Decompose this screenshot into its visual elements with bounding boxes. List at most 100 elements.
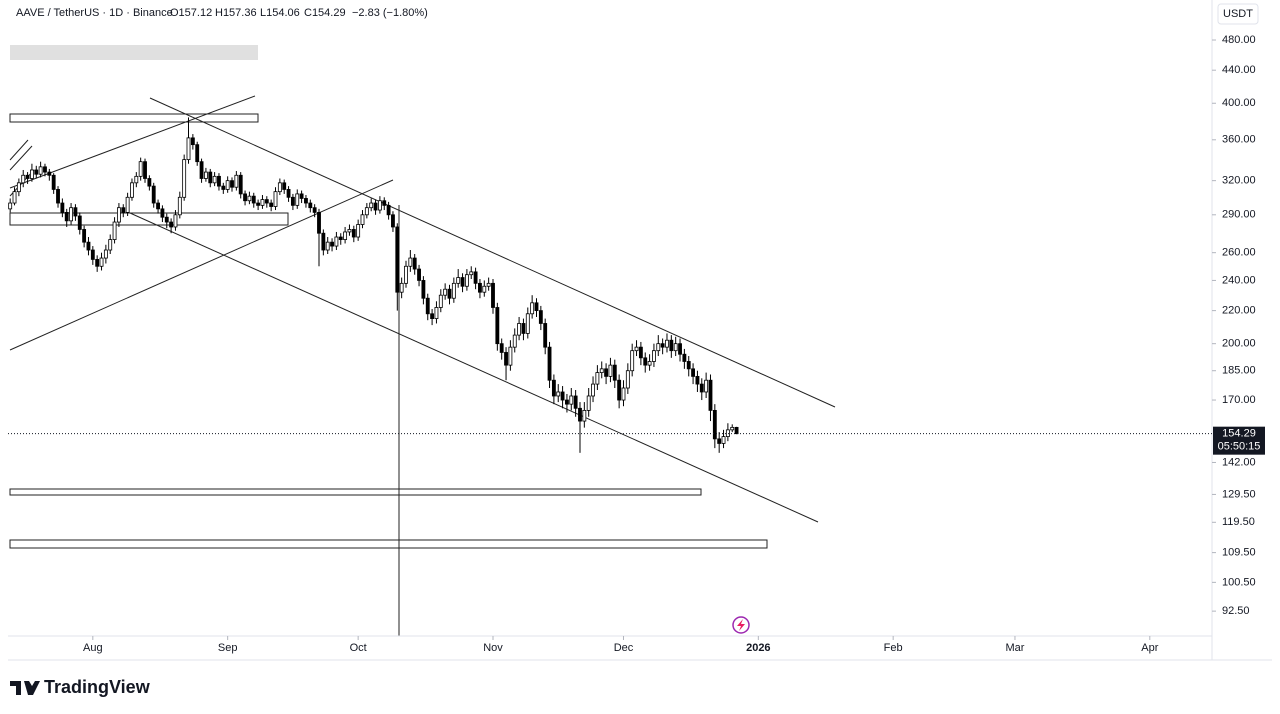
candle-body [464, 274, 469, 287]
candle-body [530, 302, 535, 315]
candle-body [517, 323, 522, 336]
drawings [9, 45, 836, 636]
y-tick-label: 400.00 [1222, 97, 1256, 109]
candle-body [569, 395, 574, 405]
candle-body [273, 191, 278, 207]
candle-body [508, 346, 513, 366]
zone-box [9, 113, 259, 123]
candle-body [64, 212, 69, 222]
candle-body [595, 372, 600, 385]
open-value: O157.12 [170, 7, 212, 19]
candle-body [290, 196, 295, 206]
candle-body [495, 307, 500, 345]
y-tick-label: 260.00 [1222, 247, 1256, 259]
candle-body [399, 282, 404, 293]
candle-body [699, 383, 704, 393]
candle-body [243, 193, 247, 202]
candle-body [251, 195, 256, 204]
candle-body [473, 271, 478, 284]
candle-body [573, 395, 578, 409]
candle-body [38, 166, 43, 175]
candle-body [386, 204, 391, 216]
candle-body [717, 438, 722, 444]
symbol: AAVE / TetherUS · 1D · Binance [16, 7, 173, 19]
candle-body [404, 265, 408, 284]
candle-body [565, 399, 569, 405]
candle-body [208, 171, 213, 184]
candle-body [591, 383, 595, 397]
candle-body [599, 368, 604, 373]
candle-body [60, 202, 65, 213]
x-tick-label: Mar [1005, 642, 1024, 654]
candle-body [234, 174, 239, 188]
y-tick-label: 360.00 [1222, 134, 1256, 146]
candle-body [269, 202, 274, 207]
candle-body [460, 277, 465, 287]
candle-body [138, 161, 143, 177]
candle-body [112, 221, 117, 240]
candle-body [721, 436, 726, 444]
candle-body [186, 137, 191, 161]
x-tick-label: Sep [218, 642, 238, 654]
candle-body [217, 175, 221, 187]
candle-body [169, 221, 174, 228]
last-price-box [1213, 426, 1265, 455]
low-value: L154.06 [260, 7, 300, 19]
candle-body [25, 174, 30, 179]
candle-body [682, 353, 687, 362]
candle-body [73, 207, 78, 217]
candle-body [512, 334, 517, 348]
candle-body [638, 346, 643, 359]
y-tick-label: 320.00 [1222, 175, 1256, 187]
candle-body [625, 370, 630, 389]
currency: USDT [1223, 8, 1253, 20]
candle-body [704, 379, 709, 393]
x-tick-label: Nov [483, 642, 503, 654]
candle-body [86, 241, 91, 251]
countdown: 05:50:15 [1218, 441, 1261, 453]
candle-body [543, 323, 548, 348]
candle-body [334, 236, 339, 247]
candle-body [412, 257, 417, 270]
x-tick-label: Oct [350, 642, 367, 654]
candle-body [382, 200, 387, 206]
y-tick-label: 119.50 [1222, 516, 1255, 528]
candle-body [391, 214, 395, 228]
y-tick-label: 240.00 [1222, 274, 1256, 286]
candle-body [534, 302, 539, 312]
candle-body [586, 395, 591, 411]
candle-body [665, 339, 669, 348]
candle-body [673, 343, 678, 352]
candle-body [69, 207, 73, 222]
currency-box[interactable] [1217, 3, 1259, 25]
candle-body [151, 185, 156, 204]
candle-body [134, 175, 139, 184]
candle-body [330, 241, 334, 247]
candle-body [652, 350, 656, 362]
candle-body [247, 195, 252, 202]
candle-body [317, 212, 321, 234]
candle-body [299, 193, 304, 199]
candle-body [647, 361, 652, 366]
candle-body [230, 180, 234, 188]
y-tick-label: 220.00 [1222, 305, 1256, 317]
y-tick-label: 185.00 [1222, 365, 1256, 377]
x-tick-label: Aug [83, 642, 103, 654]
candle-body [321, 232, 326, 251]
candle-body [221, 185, 226, 190]
candle-body [556, 391, 561, 397]
candle-body [95, 259, 100, 267]
candle-body [282, 182, 287, 190]
candle-body [521, 323, 526, 334]
candle-body [538, 310, 543, 324]
candle-body [482, 285, 487, 293]
candle-body [195, 144, 200, 163]
candle-body [325, 241, 330, 251]
trend-line [149, 97, 836, 408]
candle-body [547, 346, 552, 381]
zone-box [9, 488, 702, 496]
brand: TradingView [44, 677, 151, 697]
candle-body [430, 313, 435, 319]
candle-body [634, 346, 639, 352]
